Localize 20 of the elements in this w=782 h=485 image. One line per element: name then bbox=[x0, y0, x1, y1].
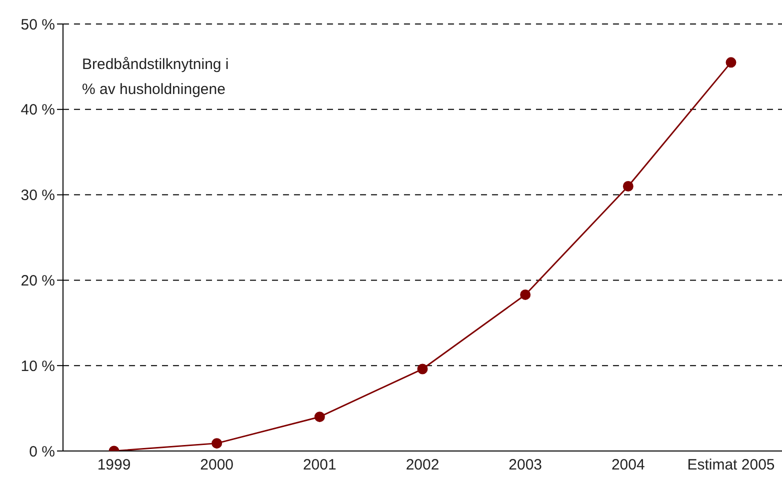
x-tick-label: 2003 bbox=[508, 456, 542, 474]
x-tick-label: 1999 bbox=[97, 456, 131, 474]
x-tick-label: 2000 bbox=[200, 456, 234, 474]
y-tick-label: 30 % bbox=[20, 187, 55, 204]
annotation: Bredbåndstilknytning i % av husholdningene bbox=[82, 55, 229, 100]
y-tick-label: 10 % bbox=[20, 358, 55, 375]
x-tick-label: 2004 bbox=[611, 456, 645, 474]
point bbox=[212, 438, 222, 449]
x-tick-label: 2001 bbox=[302, 456, 336, 474]
x-tick-label: 2002 bbox=[406, 456, 440, 474]
point bbox=[622, 181, 634, 192]
y-tick-label: 0 % bbox=[29, 443, 55, 460]
y-tick-label: 50 % bbox=[20, 16, 55, 34]
point bbox=[520, 289, 531, 300]
x-tick-label: Estimat 2005 bbox=[687, 456, 775, 474]
y-tick-label: 40 % bbox=[20, 102, 55, 119]
point bbox=[417, 364, 428, 374]
point bbox=[314, 412, 325, 422]
point bbox=[726, 57, 736, 68]
y-tick-label: 20 % bbox=[20, 272, 55, 290]
